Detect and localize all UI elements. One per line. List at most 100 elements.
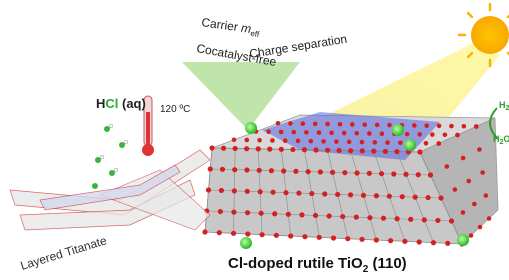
property-cone	[182, 62, 300, 130]
oxygen-atom	[395, 216, 400, 221]
oxygen-atom	[325, 148, 330, 153]
oxygen-atom	[424, 141, 429, 146]
oxygen-atom	[436, 141, 441, 146]
oxygen-atom	[308, 139, 313, 144]
oxygen-atom	[245, 231, 250, 236]
oxygen-atom	[206, 187, 211, 192]
oxygen-atom	[354, 131, 359, 136]
oxygen-atom	[304, 130, 309, 135]
product-label: Cl-doped rutile TiO2 (110)	[228, 255, 407, 275]
oxygen-atom	[317, 235, 322, 240]
product-facet: (110)	[368, 255, 406, 272]
layered-titanate	[10, 150, 210, 230]
oxygen-atom	[291, 130, 296, 135]
oxygen-atom	[466, 179, 471, 184]
reagent-cl: Cl	[105, 96, 118, 111]
oxygen-atom	[327, 213, 332, 218]
oxygen-atom	[424, 123, 429, 128]
oxygen-atom	[313, 122, 318, 127]
oxygen-atom	[360, 140, 365, 145]
oxygen-atom	[469, 233, 474, 238]
oxygen-atom	[208, 166, 213, 171]
oxygen-atom	[231, 210, 236, 215]
oxygen-atom	[337, 148, 342, 153]
oxygen-atom	[325, 122, 330, 127]
oxygen-atom	[453, 187, 458, 192]
hcl-molecules	[92, 124, 128, 189]
oxygen-atom	[474, 124, 479, 129]
oxygen-atom	[425, 195, 430, 200]
oxygen-atom	[270, 190, 275, 195]
oxygen-atom	[342, 170, 347, 175]
oxygen-atom	[281, 168, 286, 173]
carrier-text: Carrier	[201, 15, 243, 34]
oxygen-atom	[257, 168, 262, 173]
oxygen-atom	[259, 211, 264, 216]
oxygen-atom	[394, 149, 399, 154]
oxygen-atom	[334, 139, 339, 144]
oxygen-atom	[245, 189, 250, 194]
oxygen-atom	[283, 190, 288, 195]
oxygen-atom	[270, 138, 275, 143]
oxygen-atom	[443, 132, 448, 137]
oxygen-atom	[405, 132, 410, 137]
oxygen-atom	[256, 146, 261, 151]
h2-label: H2	[499, 100, 509, 112]
oxygen-atom	[288, 121, 293, 126]
oxygen-atom	[435, 218, 440, 223]
oxygen-atom	[480, 170, 485, 175]
oxygen-atom	[372, 140, 377, 145]
oxygen-atom	[330, 170, 335, 175]
oxygen-atom	[359, 237, 364, 242]
oxygen-atom	[487, 216, 492, 221]
oxygen-atom	[477, 147, 482, 152]
page: {"labels": { "carrier": {"text": "Carrie…	[0, 0, 509, 280]
oxygen-atom	[350, 122, 355, 127]
oxygen-atom	[462, 124, 467, 129]
oxygen-atom	[306, 169, 311, 174]
temperature-label: 120 ºC	[160, 104, 190, 115]
oxygen-atom	[266, 129, 271, 134]
oxygen-atom	[321, 139, 326, 144]
oxygen-atom	[221, 146, 226, 151]
oxygen-atom	[317, 130, 322, 135]
oxygen-atom	[478, 225, 483, 230]
oxygen-atom	[279, 130, 284, 135]
oxygen-atom	[232, 188, 237, 193]
oxygen-atom	[375, 123, 380, 128]
oxygen-atom	[348, 148, 353, 153]
oxygen-atom	[374, 237, 379, 242]
oxygen-atom	[422, 217, 427, 222]
oxygen-atom	[383, 149, 388, 154]
reagent-phase: (aq)	[118, 96, 145, 111]
oxygen-atom	[313, 213, 318, 218]
oxygen-atom	[257, 138, 262, 143]
oxygen-atom	[345, 236, 350, 241]
oxygen-atom	[367, 131, 372, 136]
oxygen-atom	[258, 189, 263, 194]
oxygen-atom	[438, 195, 443, 200]
oxygen-atom	[244, 138, 249, 143]
oxygen-atom	[318, 169, 323, 174]
oxygen-atom	[232, 137, 237, 142]
oxygen-atom	[484, 193, 489, 198]
oxygen-atom	[267, 147, 272, 152]
oxygen-atom	[367, 215, 372, 220]
oxygen-atom	[362, 122, 367, 127]
oxygen-atom	[388, 238, 393, 243]
oxygen-atom	[260, 232, 265, 237]
product-text: Cl-doped rutile TiO	[228, 255, 363, 272]
oxygen-atom	[416, 172, 421, 177]
oxygen-atom	[231, 231, 236, 236]
oxygen-atom	[408, 217, 413, 222]
oxygen-atom	[245, 210, 250, 215]
h2o-rest: O	[503, 134, 509, 144]
oxygen-atom	[374, 193, 379, 198]
oxygen-atom	[455, 133, 460, 138]
oxygen-atom	[380, 131, 385, 136]
oxygen-atom	[342, 131, 347, 136]
oxygen-atom	[347, 140, 352, 145]
oxygen-atom	[371, 149, 376, 154]
oxygen-atom	[233, 146, 238, 151]
oxygen-atom	[400, 194, 405, 199]
